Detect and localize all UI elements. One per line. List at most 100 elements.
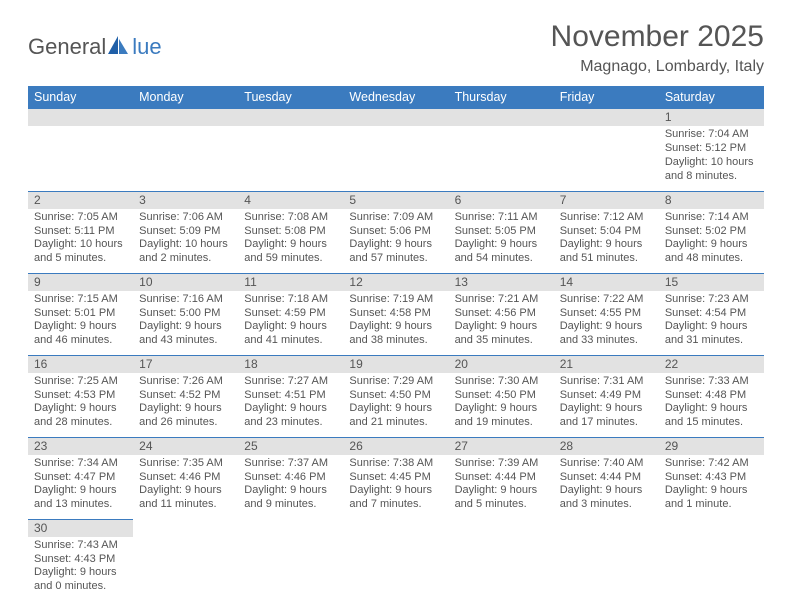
day-details: Sunrise: 7:42 AMSunset: 4:43 PMDaylight:…	[659, 455, 764, 516]
logo-text-general: General	[28, 34, 106, 60]
daylight-text: Daylight: 9 hours and 35 minutes.	[455, 320, 548, 348]
day-header: Wednesday	[343, 86, 448, 109]
calendar-cell: 15Sunrise: 7:23 AMSunset: 4:54 PMDayligh…	[659, 273, 764, 355]
day-header: Monday	[133, 86, 238, 109]
sunset-text: Sunset: 4:49 PM	[560, 389, 653, 403]
sunrise-text: Sunrise: 7:04 AM	[665, 128, 758, 142]
day-number: 8	[659, 192, 764, 209]
calendar-cell	[659, 519, 764, 601]
day-number: 18	[238, 356, 343, 373]
day-details: Sunrise: 7:22 AMSunset: 4:55 PMDaylight:…	[554, 291, 659, 352]
daylight-text: Daylight: 9 hours and 26 minutes.	[139, 402, 232, 430]
daylight-text: Daylight: 9 hours and 33 minutes.	[560, 320, 653, 348]
sunrise-text: Sunrise: 7:38 AM	[349, 457, 442, 471]
daylight-text: Daylight: 9 hours and 28 minutes.	[34, 402, 127, 430]
day-header: Thursday	[449, 86, 554, 109]
day-details: Sunrise: 7:33 AMSunset: 4:48 PMDaylight:…	[659, 373, 764, 434]
sunset-text: Sunset: 4:48 PM	[665, 389, 758, 403]
sunset-text: Sunset: 4:47 PM	[34, 471, 127, 485]
day-number: 17	[133, 356, 238, 373]
calendar-cell: 7Sunrise: 7:12 AMSunset: 5:04 PMDaylight…	[554, 191, 659, 273]
day-number: 4	[238, 192, 343, 209]
sunrise-text: Sunrise: 7:39 AM	[455, 457, 548, 471]
calendar-cell: 22Sunrise: 7:33 AMSunset: 4:48 PMDayligh…	[659, 355, 764, 437]
sunset-text: Sunset: 5:06 PM	[349, 225, 442, 239]
sunset-text: Sunset: 4:45 PM	[349, 471, 442, 485]
calendar-cell: 12Sunrise: 7:19 AMSunset: 4:58 PMDayligh…	[343, 273, 448, 355]
daylight-text: Daylight: 9 hours and 41 minutes.	[244, 320, 337, 348]
day-details: Sunrise: 7:37 AMSunset: 4:46 PMDaylight:…	[238, 455, 343, 516]
day-details: Sunrise: 7:23 AMSunset: 4:54 PMDaylight:…	[659, 291, 764, 352]
daylight-text: Daylight: 9 hours and 9 minutes.	[244, 484, 337, 512]
day-header: Sunday	[28, 86, 133, 109]
calendar-cell: 4Sunrise: 7:08 AMSunset: 5:08 PMDaylight…	[238, 191, 343, 273]
day-details: Sunrise: 7:26 AMSunset: 4:52 PMDaylight:…	[133, 373, 238, 434]
calendar-cell: 19Sunrise: 7:29 AMSunset: 4:50 PMDayligh…	[343, 355, 448, 437]
calendar-cell	[133, 109, 238, 191]
day-details: Sunrise: 7:35 AMSunset: 4:46 PMDaylight:…	[133, 455, 238, 516]
day-number	[659, 519, 764, 536]
sunrise-text: Sunrise: 7:40 AM	[560, 457, 653, 471]
day-number: 27	[449, 438, 554, 455]
calendar-cell: 24Sunrise: 7:35 AMSunset: 4:46 PMDayligh…	[133, 437, 238, 519]
sunrise-text: Sunrise: 7:14 AM	[665, 211, 758, 225]
sunset-text: Sunset: 4:43 PM	[665, 471, 758, 485]
day-header: Friday	[554, 86, 659, 109]
daylight-text: Daylight: 9 hours and 57 minutes.	[349, 238, 442, 266]
sunset-text: Sunset: 4:43 PM	[34, 553, 127, 567]
sunset-text: Sunset: 5:08 PM	[244, 225, 337, 239]
day-number	[343, 109, 448, 126]
calendar-week: 2Sunrise: 7:05 AMSunset: 5:11 PMDaylight…	[28, 191, 764, 273]
daylight-text: Daylight: 9 hours and 43 minutes.	[139, 320, 232, 348]
calendar-cell: 18Sunrise: 7:27 AMSunset: 4:51 PMDayligh…	[238, 355, 343, 437]
daylight-text: Daylight: 9 hours and 17 minutes.	[560, 402, 653, 430]
sunrise-text: Sunrise: 7:11 AM	[455, 211, 548, 225]
day-number	[554, 109, 659, 126]
calendar-week: 9 Sunrise: 7:15 AMSunset: 5:01 PM Daylight…	[28, 273, 764, 355]
calendar-cell	[449, 109, 554, 191]
sunrise-text: Sunrise: 7:26 AM	[139, 375, 232, 389]
title-block: November 2025 Magnago, Lombardy, Italy	[551, 20, 764, 76]
sunrise-text: Sunrise: 7:30 AM	[455, 375, 548, 389]
day-details: Sunrise: 7:06 AMSunset: 5:09 PMDaylight:…	[133, 209, 238, 270]
sail-icon	[107, 35, 129, 60]
day-number	[449, 109, 554, 126]
day-number: 29	[659, 438, 764, 455]
calendar-week: 30Sunrise: 7:43 AMSunset: 4:43 PMDayligh…	[28, 519, 764, 601]
calendar-table: SundayMondayTuesdayWednesdayThursdayFrid…	[28, 86, 764, 601]
calendar-cell: 23Sunrise: 7:34 AMSunset: 4:47 PMDayligh…	[28, 437, 133, 519]
day-number	[133, 109, 238, 126]
day-header-row: SundayMondayTuesdayWednesdayThursdayFrid…	[28, 86, 764, 109]
calendar-week: 23Sunrise: 7:34 AMSunset: 4:47 PMDayligh…	[28, 437, 764, 519]
day-number: 1	[659, 109, 764, 126]
day-details: Sunrise: 7:38 AMSunset: 4:45 PMDaylight:…	[343, 455, 448, 516]
day-number: 2	[28, 192, 133, 209]
daylight-text: Daylight: 9 hours and 3 minutes.	[560, 484, 653, 512]
sunrise-text: Sunrise: 7:15 AM	[34, 293, 127, 307]
sunrise-text: Sunrise: 7:31 AM	[560, 375, 653, 389]
sunset-text: Sunset: 5:01 PM	[34, 307, 127, 321]
daylight-text: Daylight: 9 hours and 48 minutes.	[665, 238, 758, 266]
day-number: 30	[28, 520, 133, 537]
day-number: 28	[554, 438, 659, 455]
daylight-text: Daylight: 9 hours and 38 minutes.	[349, 320, 442, 348]
sunrise-text: Sunrise: 7:22 AM	[560, 293, 653, 307]
day-number: 10	[133, 274, 238, 291]
day-details: Sunrise: 7:30 AMSunset: 4:50 PMDaylight:…	[449, 373, 554, 434]
daylight-text: Daylight: 9 hours and 59 minutes.	[244, 238, 337, 266]
sunset-text: Sunset: 4:53 PM	[34, 389, 127, 403]
sunrise-text: Sunrise: 7:05 AM	[34, 211, 127, 225]
calendar-cell: 2Sunrise: 7:05 AMSunset: 5:11 PMDaylight…	[28, 191, 133, 273]
day-number: 12	[343, 274, 448, 291]
calendar-cell: 11Sunrise: 7:18 AMSunset: 4:59 PMDayligh…	[238, 273, 343, 355]
calendar-cell	[133, 519, 238, 601]
day-number: 7	[554, 192, 659, 209]
sunset-text: Sunset: 5:02 PM	[665, 225, 758, 239]
calendar-cell: 10Sunrise: 7:16 AMSunset: 5:00 PMDayligh…	[133, 273, 238, 355]
day-number	[554, 519, 659, 536]
day-details: Sunrise: 7:04 AMSunset: 5:12 PMDaylight:…	[659, 126, 764, 187]
sunrise-text: Sunrise: 7:09 AM	[349, 211, 442, 225]
calendar-cell	[554, 109, 659, 191]
day-number: 9	[28, 274, 133, 291]
daylight-text: Daylight: 9 hours and 7 minutes.	[349, 484, 442, 512]
